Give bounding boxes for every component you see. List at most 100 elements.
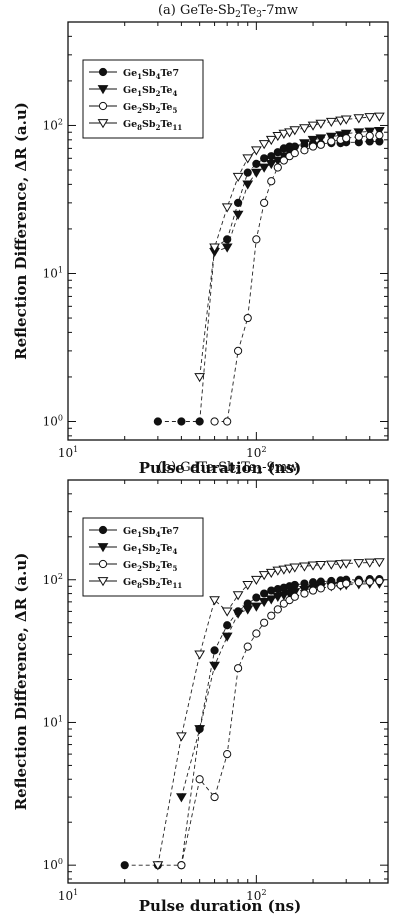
data-point — [265, 160, 277, 170]
data-point — [260, 618, 269, 627]
data-point — [354, 132, 363, 141]
plot-frame — [67, 21, 389, 441]
data-point — [299, 562, 310, 572]
y-tick-label: 102 — [43, 572, 63, 587]
legend-marker — [98, 525, 108, 535]
data-point — [325, 132, 337, 142]
series-group — [153, 112, 385, 426]
data-point — [307, 561, 319, 571]
data-point — [209, 243, 220, 253]
x-axis: 101 102 — [58, 480, 389, 903]
data-point — [243, 168, 252, 177]
legend-label: Ge8Sb2Te11 — [123, 577, 182, 590]
data-point — [194, 650, 206, 660]
data-point — [278, 565, 290, 575]
x-tick-label: 101 — [58, 888, 78, 903]
legend-label: Ge1Sb2Te4 — [123, 543, 177, 556]
data-point — [221, 607, 233, 617]
data-point — [364, 113, 376, 123]
data-point — [267, 177, 276, 186]
data-point — [177, 417, 186, 426]
data-point — [252, 159, 261, 168]
data-point — [279, 156, 288, 165]
data-point — [265, 135, 277, 146]
series-line — [124, 578, 380, 866]
data-point — [194, 373, 206, 383]
data-point — [342, 134, 351, 143]
data-point — [232, 591, 244, 601]
data-point — [327, 582, 336, 591]
series-Ge1Sb2Te4 — [209, 126, 385, 258]
data-point — [210, 792, 219, 802]
data-point — [258, 571, 270, 581]
data-point — [232, 210, 244, 220]
data-point — [289, 144, 301, 154]
legend: Ge1Sb4Te7 Ge1Sb2Te4 Ge2Sb2Te5 Ge8Sb2Te11 — [82, 517, 204, 597]
data-point — [260, 589, 269, 598]
data-point — [258, 163, 270, 173]
series-line — [180, 580, 380, 866]
data-point — [209, 596, 220, 606]
data-point — [223, 417, 232, 426]
y-tick-label: 101 — [43, 714, 63, 729]
data-point — [340, 115, 352, 125]
data-point — [260, 198, 269, 207]
data-point — [340, 559, 352, 569]
data-point — [250, 602, 262, 612]
y-tick-label: 100 — [43, 857, 63, 872]
data-point — [242, 154, 254, 164]
x-tick-label: 102 — [246, 445, 266, 460]
legend-label: Ge1Sb4Te7 — [123, 68, 179, 81]
data-point — [316, 140, 325, 149]
y-tick-label: 101 — [43, 265, 63, 280]
x-tick-label: 102 — [246, 888, 266, 903]
data-point — [194, 725, 206, 735]
x-tick-label: 101 — [58, 445, 78, 460]
legend-marker — [97, 85, 109, 95]
data-point — [265, 568, 277, 578]
legend-label: Ge2Sb2Te5 — [123, 102, 177, 115]
data-point — [195, 417, 204, 426]
data-point — [289, 126, 301, 136]
data-point — [335, 131, 346, 141]
data-point — [221, 632, 233, 642]
y-tick-label: 100 — [43, 414, 63, 429]
data-point — [176, 732, 187, 742]
data-point — [365, 577, 374, 586]
data-point — [223, 621, 232, 630]
y-axis: 100 101 102 — [43, 21, 388, 437]
series-Ge2Sb2Te5 — [210, 131, 384, 426]
data-point — [307, 121, 319, 131]
data-point — [120, 861, 129, 870]
data-point — [342, 579, 351, 588]
data-point — [258, 140, 270, 150]
legend-label: Ge1Sb2Te4 — [123, 85, 177, 98]
data-point — [374, 112, 385, 122]
data-point — [232, 172, 244, 183]
data-point — [210, 646, 219, 655]
data-point — [252, 235, 261, 244]
y-axis-label: Reflection Difference, ΔR (a.u) — [12, 553, 30, 811]
data-point — [221, 243, 233, 253]
data-point — [233, 198, 243, 207]
series-Ge8Sb2Te11 — [194, 112, 385, 383]
x-axis-label: Pulse duration (ns) — [139, 459, 301, 477]
legend-marker — [97, 119, 109, 129]
data-point — [243, 313, 252, 323]
data-point — [267, 152, 276, 161]
data-point — [315, 119, 327, 129]
legend-marker — [97, 543, 109, 553]
data-point — [250, 168, 262, 178]
chart-title: (a) GeTe-Sb2Te3-7mw — [158, 3, 298, 20]
data-point — [221, 203, 233, 213]
data-point — [284, 128, 295, 138]
data-point — [273, 163, 282, 172]
data-point — [209, 661, 220, 671]
data-point — [316, 584, 325, 593]
data-point — [278, 591, 290, 601]
data-point — [365, 131, 374, 141]
legend-marker — [98, 559, 108, 569]
legend-marker — [98, 101, 108, 111]
